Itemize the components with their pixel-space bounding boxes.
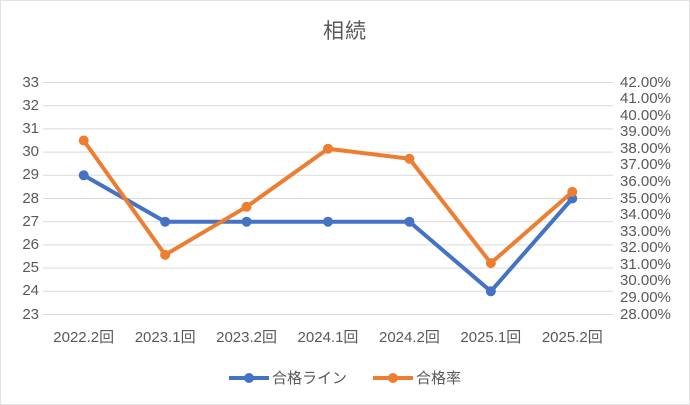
left-axis-tick-label: 31 [22,119,39,137]
left-axis-tick-label: 24 [22,282,39,300]
right-axis-tick-label: 38.00% [620,139,671,157]
series-marker-1 [323,143,333,154]
right-axis-tick-label: 29.00% [620,288,671,306]
x-axis-category-label: 2024.1回 [297,329,359,346]
legend-item-1: 合格率 [373,367,461,388]
series-marker-1 [78,135,89,146]
series-marker-0 [241,216,252,227]
right-axis-tick-label: 40.00% [620,106,671,124]
right-axis-tick-label: 28.00% [620,305,671,323]
left-axis-tick-label: 28 [22,189,39,207]
legend-item-0: 合格ライン [228,367,347,388]
series-marker-0 [323,216,333,227]
right-axis-tick-label: 31.00% [620,255,671,273]
series-marker-0 [78,170,89,181]
series-line-0 [81,173,575,294]
right-axis-tick-label: 41.00% [620,90,671,108]
right-axis-tick-label: 30.00% [620,272,671,290]
left-axis-tick-label: 32 [22,96,39,114]
right-axis-tick-label: 42.00% [620,73,671,91]
series-marker-1 [567,186,578,197]
left-axis-tick-label: 23 [22,305,39,323]
x-axis-category-label: 2025.2回 [541,329,603,346]
right-axis-tick-label: 32.00% [620,239,671,257]
right-axis-tick-label: 39.00% [620,123,671,141]
x-axis-category-label: 2023.1回 [134,329,196,346]
series-marker-1 [241,201,252,212]
legend-label: 合格ライン [271,370,347,387]
left-axis-tick-label: 29 [22,166,39,184]
right-axis-tick-label: 36.00% [620,172,671,190]
right-axis-tick-label: 35.00% [620,189,671,207]
left-axis-tick-label: 26 [22,235,39,253]
series-marker-0 [404,216,415,227]
legend-line-marker-icon [373,372,413,383]
left-axis-tick-label: 27 [22,212,39,230]
chart-title: 相続 [323,20,367,43]
left-axis-tick-label: 33 [22,73,39,91]
series-marker-1 [485,258,496,269]
x-axis-category-label: 2023.2回 [216,329,278,346]
right-axis-tick-label: 33.00% [620,222,671,240]
legend-label: 合格率 [416,370,462,387]
legend: 合格ライン 合格率 [1,367,689,388]
x-axis-category-label: 2022.2回 [53,329,115,346]
left-axis-tick-label: 30 [22,143,39,161]
right-axis-tick-label: 34.00% [620,206,671,224]
legend-line-marker-icon [228,372,269,383]
x-axis-category-label: 2025.1回 [460,329,522,346]
series-marker-0 [485,286,496,297]
series-marker-1 [404,153,415,164]
x-axis-category-label: 2024.2回 [378,329,440,346]
series-marker-1 [160,249,171,260]
series-marker-0 [160,216,171,227]
left-axis-tick-label: 25 [22,259,39,277]
right-axis-tick-label: 37.00% [620,156,671,174]
